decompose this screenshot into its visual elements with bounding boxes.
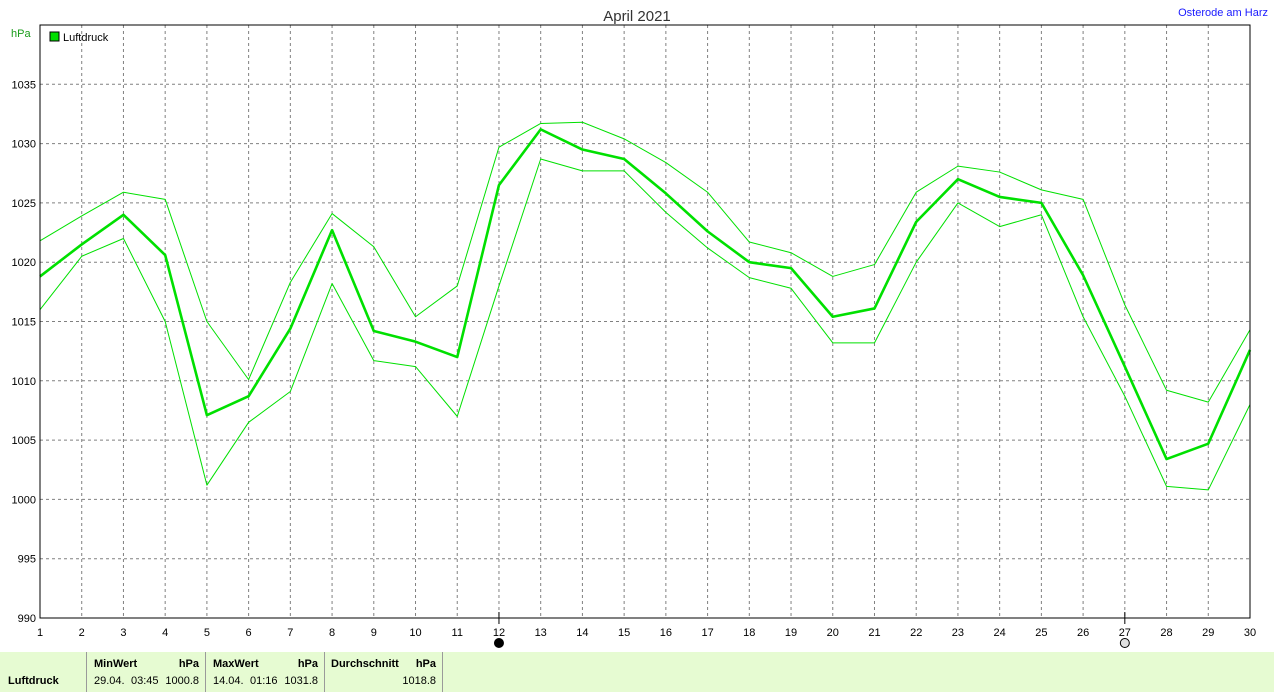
x-tick-label: 29	[1202, 627, 1214, 639]
series-line-max	[39, 121, 1251, 403]
y-tick-label: 1000	[12, 494, 36, 506]
x-tick-label: 30	[1244, 627, 1256, 639]
y-tick-label: 1005	[12, 435, 36, 447]
x-tick-label: 22	[910, 627, 922, 639]
series-lines	[39, 121, 1252, 491]
max-time: 01:16	[250, 675, 278, 687]
x-tick-label: 19	[785, 627, 797, 639]
new-moon-icon	[493, 638, 504, 648]
x-tick-label: 7	[287, 627, 293, 639]
min-date: 29.04.	[94, 675, 125, 687]
y-tick-label: 1035	[12, 79, 36, 91]
x-tick-label: 14	[576, 627, 588, 639]
x-tick-label: 21	[868, 627, 880, 639]
footer-label: Luftdruck	[8, 675, 59, 687]
x-tick-label: 13	[535, 627, 547, 639]
x-tick-label: 10	[409, 627, 421, 639]
x-tick-label: 25	[1035, 627, 1047, 639]
min-unit: hPa	[178, 658, 199, 670]
series-line-mean	[39, 128, 1252, 461]
avg-header: Durchschnitt	[331, 658, 399, 670]
min-header: MinWert	[94, 658, 138, 670]
x-axis-ticks: 1 2 3 4 5 6 7 8 9 10 11 12 13 14 15 16 17 18 19 20 21 22 23 24 2…	[37, 627, 1256, 639]
x-tick-label: 15	[618, 627, 630, 639]
x-tick-label: 6	[246, 627, 252, 639]
x-tick-label: 3	[120, 627, 126, 639]
x-tick-label: 16	[660, 627, 672, 639]
x-tick-label: 23	[952, 627, 964, 639]
min-time: 03:45	[131, 675, 159, 687]
x-tick-label: 28	[1160, 627, 1172, 639]
chart-title: April 2021	[603, 8, 671, 25]
x-tick-label: 11	[452, 627, 463, 639]
min-value: 1000.8	[165, 675, 199, 687]
x-tick-label: 8	[329, 627, 335, 639]
max-date: 14.04.	[213, 675, 244, 687]
y-unit-label: hPa	[11, 28, 31, 40]
y-tick-label: 1015	[12, 317, 36, 329]
x-tick-label: 1	[37, 627, 43, 639]
x-tick-label: 17	[701, 627, 713, 639]
y-tick-label: 1010	[12, 376, 36, 388]
y-tick-label: 1025	[12, 198, 36, 210]
full-moon-icon	[1119, 638, 1130, 648]
y-tick-label: 1020	[12, 257, 36, 269]
x-tick-label: 20	[827, 627, 839, 639]
x-tick-label: 5	[204, 627, 210, 639]
pressure-chart: April 2021 Osterode am Harz hPa Luftdruc…	[11, 7, 1268, 648]
location-label: Osterode am Harz	[1178, 7, 1268, 19]
series-line-min	[39, 158, 1251, 491]
x-tick-label: 27	[1119, 627, 1131, 639]
legend-swatch	[49, 31, 60, 42]
x-tick-label: 4	[162, 627, 168, 639]
y-tick-label: 995	[18, 554, 36, 566]
avg-value: 1018.8	[402, 675, 436, 687]
x-tick-label: 26	[1077, 627, 1089, 639]
y-axis-ticks: 990 995 1000 1005 1010 1015 1020 1025 1030 1035	[12, 79, 36, 625]
min-column: MinWert hPa 29.04. 03:45 1000.8	[86, 652, 205, 692]
plot-frame	[39, 24, 1251, 619]
statistics-footer: Luftdruck MinWert hPa 29.04. 03:45 1000.…	[0, 652, 1274, 692]
x-tick-label: 2	[79, 627, 85, 639]
max-header: MaxWert	[213, 658, 259, 670]
max-column: MaxWert hPa 14.04. 01:16 1031.8	[205, 652, 324, 692]
y-tick-label: 1030	[12, 139, 36, 151]
y-tick-label: 990	[18, 613, 36, 625]
moon-phases	[493, 612, 1130, 648]
x-tick-label: 9	[371, 627, 377, 639]
avg-unit: hPa	[415, 658, 436, 670]
max-value: 1031.8	[284, 675, 318, 687]
avg-column: Durchschnitt hPa 1018.8	[324, 652, 443, 692]
max-unit: hPa	[297, 658, 318, 670]
x-tick-label: 12	[493, 627, 505, 639]
grid	[40, 25, 1250, 618]
x-tick-label: 24	[994, 627, 1006, 639]
legend-label: Luftdruck	[63, 32, 109, 44]
x-tick-label: 18	[743, 627, 755, 639]
